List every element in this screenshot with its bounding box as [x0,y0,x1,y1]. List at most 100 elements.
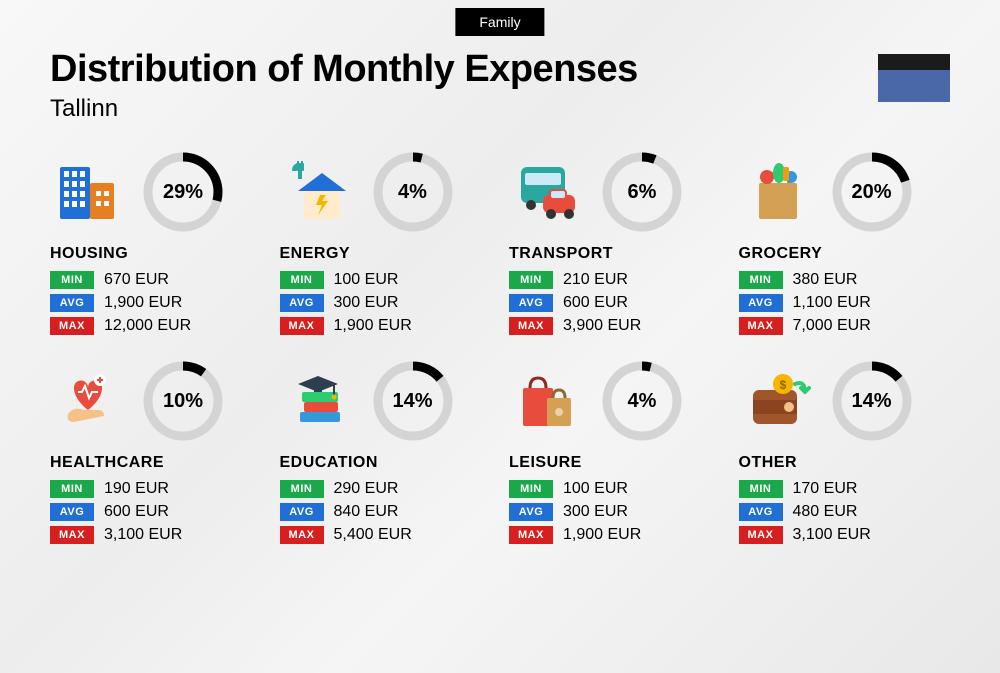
min-value: 100 EUR [563,480,628,498]
card-education: 14% EDUCATION MIN 290 EUR AVG 840 EUR MA… [280,360,492,549]
card-top: 20% [739,151,951,233]
stat-max: MAX 7,000 EUR [739,317,951,335]
avg-value: 480 EUR [793,503,858,521]
card-top: 10% [50,360,262,442]
avg-value: 300 EUR [563,503,628,521]
badge-avg: AVG [739,294,783,312]
pct-ring: 10% [142,360,224,442]
badge-max: MAX [50,526,94,544]
category-label: EDUCATION [280,454,492,472]
badge-avg: AVG [739,503,783,521]
max-value: 3,900 EUR [563,317,641,335]
flag-stripe-3 [878,86,950,102]
max-value: 5,400 EUR [334,526,412,544]
badge-avg: AVG [50,503,94,521]
max-value: 1,900 EUR [334,317,412,335]
bus-car-icon [509,159,587,225]
card-top: 14% [280,360,492,442]
min-value: 380 EUR [793,271,858,289]
pct-value: 6% [601,151,683,233]
pct-value: 29% [142,151,224,233]
badge-max: MAX [50,317,94,335]
pct-ring: 6% [601,151,683,233]
category-label: TRANSPORT [509,245,721,263]
pct-value: 14% [372,360,454,442]
pct-value: 10% [142,360,224,442]
grocery-bag-icon [739,159,817,225]
card-transport: 6% TRANSPORT MIN 210 EUR AVG 600 EUR MAX… [509,151,721,340]
pct-ring: 20% [831,151,913,233]
max-value: 3,100 EUR [104,526,182,544]
card-top: $ 14% [739,360,951,442]
badge-min: MIN [280,271,324,289]
pct-ring: 4% [601,360,683,442]
card-top: 29% [50,151,262,233]
category-label: LEISURE [509,454,721,472]
pct-value: 4% [372,151,454,233]
category-grid: 29% HOUSING MIN 670 EUR AVG 1,900 EUR MA… [0,123,1000,549]
category-label: HOUSING [50,245,262,263]
avg-value: 300 EUR [334,294,399,312]
badge-max: MAX [739,317,783,335]
max-value: 1,900 EUR [563,526,641,544]
min-value: 670 EUR [104,271,169,289]
buildings-icon [50,159,128,225]
min-value: 290 EUR [334,480,399,498]
stat-min: MIN 380 EUR [739,271,951,289]
card-top: 4% [509,360,721,442]
stat-avg: AVG 600 EUR [50,503,262,521]
badge-min: MIN [509,271,553,289]
card-housing: 29% HOUSING MIN 670 EUR AVG 1,900 EUR MA… [50,151,262,340]
card-healthcare: 10% HEALTHCARE MIN 190 EUR AVG 600 EUR M… [50,360,262,549]
pct-ring: 29% [142,151,224,233]
stat-max: MAX 3,100 EUR [739,526,951,544]
badge-avg: AVG [280,294,324,312]
stat-avg: AVG 1,900 EUR [50,294,262,312]
stat-max: MAX 1,900 EUR [509,526,721,544]
avg-value: 1,100 EUR [793,294,871,312]
badge-avg: AVG [509,503,553,521]
pct-value: 20% [831,151,913,233]
badge-min: MIN [50,271,94,289]
min-value: 210 EUR [563,271,628,289]
flag-stripe-2 [878,70,950,86]
page-subtitle: Tallinn [50,95,638,123]
card-energy: 4% ENERGY MIN 100 EUR AVG 300 EUR MAX 1,… [280,151,492,340]
heart-hand-icon [50,368,128,434]
grad-books-icon [280,368,358,434]
badge-max: MAX [280,526,324,544]
category-tag: Family [455,8,544,36]
stat-avg: AVG 1,100 EUR [739,294,951,312]
badge-min: MIN [509,480,553,498]
min-value: 190 EUR [104,480,169,498]
badge-max: MAX [280,317,324,335]
category-label: ENERGY [280,245,492,263]
stat-max: MAX 3,900 EUR [509,317,721,335]
badge-min: MIN [280,480,324,498]
avg-value: 600 EUR [563,294,628,312]
stat-max: MAX 12,000 EUR [50,317,262,335]
max-value: 3,100 EUR [793,526,871,544]
stat-min: MIN 100 EUR [509,480,721,498]
max-value: 12,000 EUR [104,317,191,335]
avg-value: 1,900 EUR [104,294,182,312]
card-other: $ 14% OTHER MIN 170 EUR AVG 480 EUR MAX … [739,360,951,549]
badge-avg: AVG [509,294,553,312]
max-value: 7,000 EUR [793,317,871,335]
stat-avg: AVG 300 EUR [280,294,492,312]
card-leisure: 4% LEISURE MIN 100 EUR AVG 300 EUR MAX 1… [509,360,721,549]
shopping-bags-icon [509,368,587,434]
badge-max: MAX [509,317,553,335]
stat-max: MAX 3,100 EUR [50,526,262,544]
pct-value: 14% [831,360,913,442]
energy-house-icon [280,159,358,225]
badge-min: MIN [739,271,783,289]
avg-value: 840 EUR [334,503,399,521]
card-grocery: 20% GROCERY MIN 380 EUR AVG 1,100 EUR MA… [739,151,951,340]
stat-max: MAX 5,400 EUR [280,526,492,544]
min-value: 170 EUR [793,480,858,498]
flag-stripe-1 [878,54,950,70]
badge-min: MIN [739,480,783,498]
page-title: Distribution of Monthly Expenses [50,48,638,91]
stat-avg: AVG 840 EUR [280,503,492,521]
